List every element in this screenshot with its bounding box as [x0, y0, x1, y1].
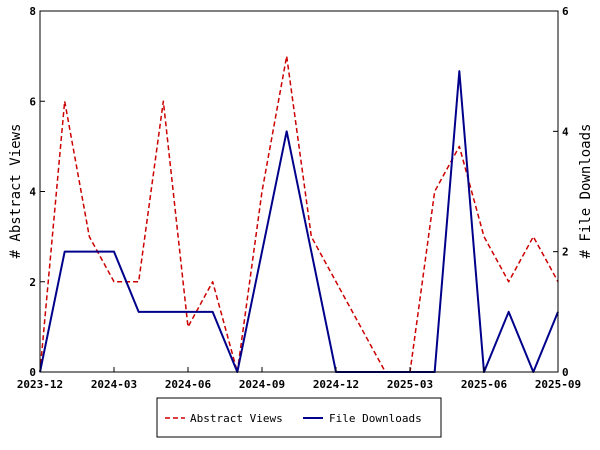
left-y-tick-label: 6	[29, 95, 36, 108]
x-tick-label: 2024-03	[91, 378, 137, 391]
right-y-tick-label: 4	[562, 125, 569, 138]
left-axis-title: # Abstract Views	[8, 124, 24, 259]
left-y-tick-label: 0	[29, 366, 36, 379]
left-y-tick-label: 2	[29, 276, 36, 289]
series-line-file-downloads	[39, 70, 559, 373]
legend-label-abstract-views: Abstract Views	[190, 412, 283, 425]
x-tick-label: 2024-09	[239, 378, 285, 391]
axes: 0 2 4 6 8 0 2 4 6 2023-12 2024-03 2024-06 2024-09 202…	[17, 5, 581, 391]
x-tick-label: 2024-06	[165, 378, 212, 391]
legend-box	[156, 397, 442, 438]
legend-label-file-downloads: File Downloads	[329, 412, 422, 425]
legend: Abstract Views File Downloads	[156, 397, 442, 438]
x-tick-label: 2024-12	[313, 378, 359, 391]
x-tick-label: 2023-12	[17, 378, 63, 391]
right-axis-title: # File Downloads	[578, 124, 594, 259]
right-y-tick-label: 2	[562, 246, 569, 259]
right-y-tick-label: 6	[562, 5, 569, 18]
plot-area	[39, 55, 559, 373]
x-tick-label: 2025-03	[387, 378, 433, 391]
x-tick-label: 2025-06	[461, 378, 508, 391]
right-y-tick-label: 0	[562, 366, 569, 379]
left-y-tick-label: 4	[29, 186, 36, 199]
x-tick-label: 2025-09	[535, 378, 581, 391]
left-y-tick-label: 8	[29, 5, 36, 18]
